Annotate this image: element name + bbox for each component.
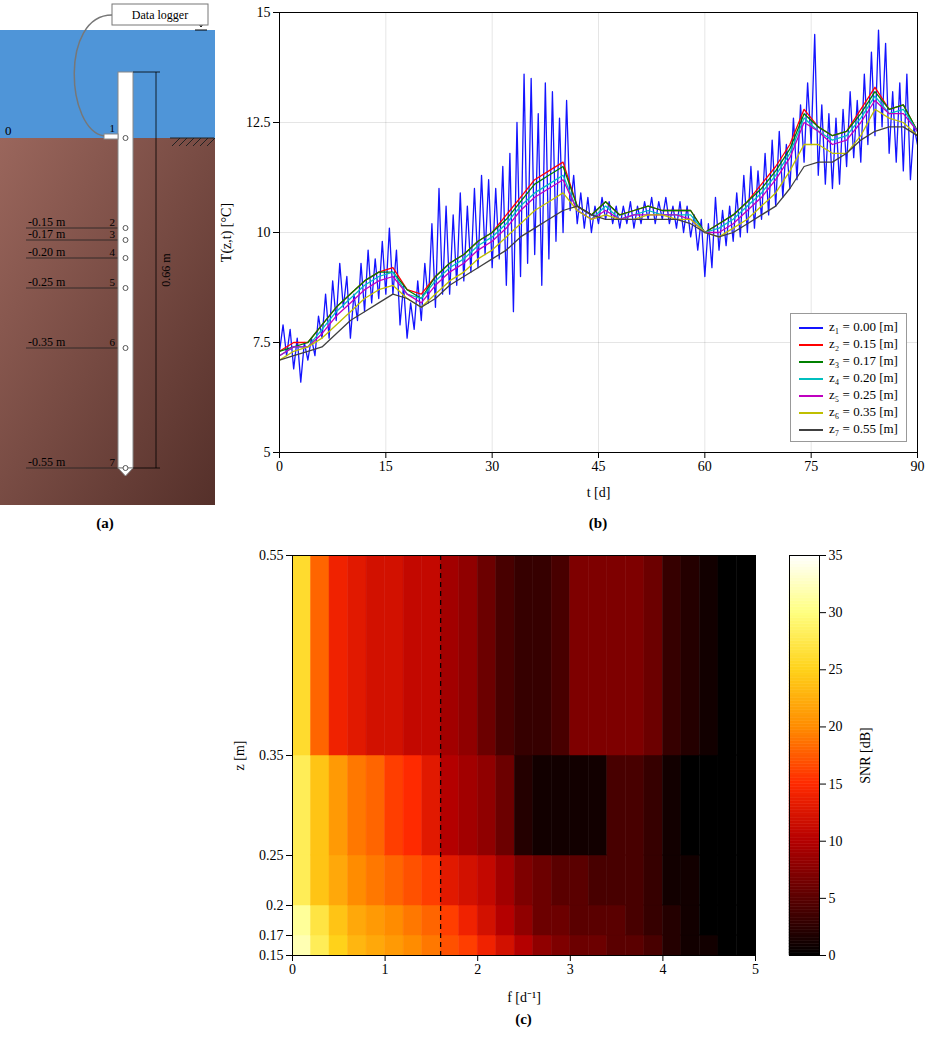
svg-text:25: 25 [829, 662, 843, 677]
svg-text:t [d]: t [d] [587, 485, 611, 500]
svg-text:4: 4 [659, 962, 666, 977]
svg-text:7.5: 7.5 [253, 335, 271, 350]
html-text:z₄ = 0.20 [m]: z₄ = 0.20 [m] [829, 370, 898, 385]
svg-text:10: 10 [829, 834, 843, 849]
svg-text:4: 4 [110, 246, 116, 258]
svg-text:5: 5 [110, 276, 116, 288]
html-text:(a): (a) [96, 515, 114, 531]
svg-text:6: 6 [110, 336, 116, 348]
svg-text:5: 5 [752, 962, 759, 977]
svg-text:60: 60 [698, 459, 712, 474]
svg-text:15: 15 [379, 459, 393, 474]
svg-text:35: 35 [829, 548, 843, 563]
svg-text:0.15: 0.15 [259, 948, 284, 963]
html-text:(c): (c) [515, 1011, 532, 1027]
svg-text:90: 90 [911, 459, 925, 474]
html-text:z₆ = 0.35 [m]: z₆ = 0.35 [m] [829, 404, 898, 419]
svg-text:3: 3 [110, 228, 116, 240]
svg-text:-0.55 m: -0.55 m [28, 455, 66, 469]
svg-text:0: 0 [5, 123, 12, 138]
svg-text:0.17: 0.17 [259, 928, 284, 943]
svg-text:15: 15 [257, 5, 271, 20]
svg-text:1: 1 [382, 962, 389, 977]
svg-text:f [d⁻¹]: f [d⁻¹] [507, 990, 541, 1005]
svg-text:12.5: 12.5 [246, 115, 271, 130]
svg-text:15: 15 [829, 777, 843, 792]
svg-text:30: 30 [485, 459, 499, 474]
svg-text:0: 0 [829, 948, 836, 963]
html-text:z₃ = 0.17 [m]: z₃ = 0.17 [m] [829, 353, 898, 368]
svg-text:5: 5 [829, 891, 836, 906]
svg-text:0.66 m: 0.66 m [159, 253, 173, 287]
html-text:z₂ = 0.15 [m]: z₂ = 0.15 [m] [829, 336, 898, 351]
svg-text:75: 75 [804, 459, 818, 474]
svg-text:-0.17 m: -0.17 m [28, 227, 66, 241]
svg-text:0.55: 0.55 [259, 548, 284, 563]
svg-text:-0.25 m: -0.25 m [28, 275, 66, 289]
svg-text:45: 45 [592, 459, 606, 474]
svg-text:z [m]: z [m] [232, 741, 247, 771]
svg-text:0.25: 0.25 [259, 848, 284, 863]
svg-text:2: 2 [110, 216, 116, 228]
html-text:z₅ = 0.25 [m]: z₅ = 0.25 [m] [829, 387, 898, 402]
svg-text:SNR [dB]: SNR [dB] [858, 727, 873, 783]
svg-text:5: 5 [264, 445, 271, 460]
svg-text:0: 0 [276, 459, 283, 474]
svg-text:-0.15 m: -0.15 m [28, 215, 66, 229]
svg-text:20: 20 [829, 719, 843, 734]
svg-text:T(z,t) [°C]: T(z,t) [°C] [219, 203, 235, 262]
svg-text:1: 1 [110, 122, 116, 134]
svg-text:2: 2 [474, 962, 481, 977]
svg-text:7: 7 [110, 456, 116, 468]
html-text:z₇ = 0.55 [m]: z₇ = 0.55 [m] [829, 421, 898, 436]
html-text:z₁ = 0.00 [m]: z₁ = 0.00 [m] [829, 319, 898, 334]
svg-text:3: 3 [567, 962, 574, 977]
svg-text:-0.35 m: -0.35 m [28, 335, 66, 349]
svg-text:0.35: 0.35 [259, 748, 284, 763]
svg-text:10: 10 [257, 225, 271, 240]
svg-text:30: 30 [829, 605, 843, 620]
svg-text:Data logger: Data logger [132, 8, 188, 22]
svg-text:0: 0 [289, 962, 296, 977]
html-text:(b): (b) [588, 515, 608, 531]
svg-text:-0.20 m: -0.20 m [28, 245, 66, 259]
svg-text:0.2: 0.2 [266, 898, 284, 913]
